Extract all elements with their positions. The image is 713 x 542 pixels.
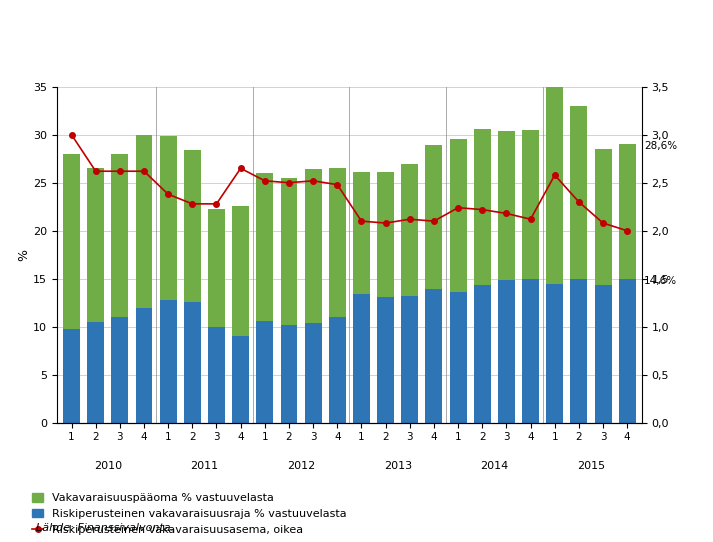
Bar bbox=[280, 178, 297, 325]
Bar bbox=[232, 337, 249, 423]
Y-axis label: %: % bbox=[17, 249, 31, 261]
Bar bbox=[280, 325, 297, 423]
Bar bbox=[135, 135, 153, 307]
Bar bbox=[426, 289, 442, 423]
Bar bbox=[377, 172, 394, 297]
Bar bbox=[570, 106, 588, 279]
Bar bbox=[232, 206, 249, 337]
Bar bbox=[570, 279, 588, 423]
Bar bbox=[63, 154, 80, 328]
Bar bbox=[498, 280, 515, 423]
Bar bbox=[111, 154, 128, 317]
Bar bbox=[329, 169, 346, 317]
Bar bbox=[135, 307, 153, 423]
Text: 2010: 2010 bbox=[93, 461, 122, 471]
Text: 2012: 2012 bbox=[287, 461, 315, 471]
Bar bbox=[304, 169, 322, 323]
Bar bbox=[304, 323, 322, 423]
Bar bbox=[401, 164, 419, 296]
Bar bbox=[595, 286, 612, 423]
Bar bbox=[619, 144, 636, 279]
Bar bbox=[257, 321, 273, 423]
Text: Työeläkesektorin vakavaraisuuden kehitys: Työeläkesektorin vakavaraisuuden kehitys bbox=[11, 26, 441, 44]
Bar bbox=[329, 317, 346, 423]
Legend: Vakavaraisuuspääoma % vastuuvelasta, Riskiperusteinen vakavaraisuusraja % vastuu: Vakavaraisuuspääoma % vastuuvelasta, Ris… bbox=[28, 489, 351, 539]
Bar bbox=[87, 169, 104, 322]
Bar bbox=[450, 292, 466, 423]
Bar bbox=[353, 172, 370, 294]
Bar bbox=[450, 139, 466, 292]
Text: Lähde: Finanssivalvonta.: Lähde: Finanssivalvonta. bbox=[36, 523, 174, 533]
Bar bbox=[595, 149, 612, 286]
Bar bbox=[184, 150, 201, 302]
Bar bbox=[111, 317, 128, 423]
Text: 2015: 2015 bbox=[577, 461, 605, 471]
Text: 2014: 2014 bbox=[480, 461, 508, 471]
Text: 2011: 2011 bbox=[190, 461, 218, 471]
Bar bbox=[160, 300, 177, 423]
Bar bbox=[401, 296, 419, 423]
Bar bbox=[377, 297, 394, 423]
Bar bbox=[257, 173, 273, 321]
Bar bbox=[522, 130, 539, 279]
Bar bbox=[184, 302, 201, 423]
Bar bbox=[474, 285, 491, 423]
Text: 28,6%: 28,6% bbox=[644, 141, 677, 151]
Bar bbox=[426, 145, 442, 289]
Text: 14,6%: 14,6% bbox=[644, 275, 677, 286]
Bar bbox=[474, 129, 491, 285]
Bar bbox=[208, 209, 225, 327]
Bar bbox=[87, 322, 104, 423]
Bar bbox=[498, 131, 515, 280]
Bar bbox=[546, 87, 563, 283]
Bar bbox=[208, 327, 225, 423]
Bar bbox=[63, 328, 80, 423]
Bar bbox=[353, 294, 370, 423]
Bar bbox=[522, 279, 539, 423]
Bar bbox=[160, 136, 177, 300]
Bar bbox=[546, 283, 563, 423]
Text: 2013: 2013 bbox=[384, 461, 411, 471]
Bar bbox=[619, 279, 636, 423]
